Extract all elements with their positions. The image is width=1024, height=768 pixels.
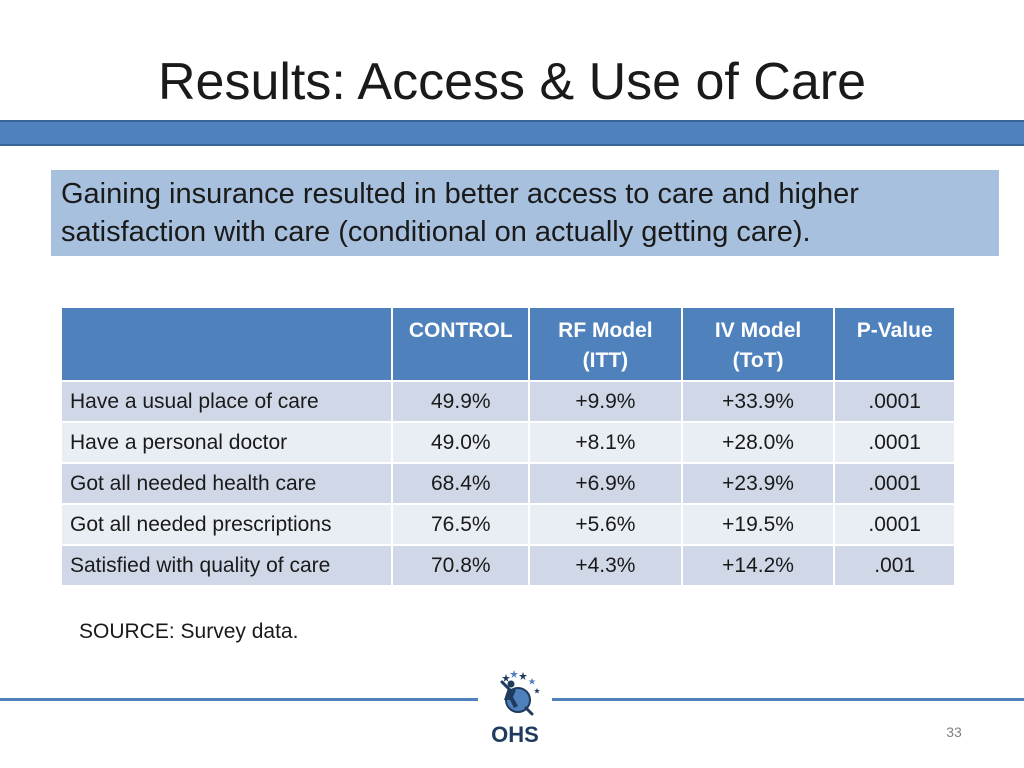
p-value: .0001 — [835, 423, 954, 462]
header-iv-model-line1: IV Model — [714, 319, 802, 342]
iv-model-value: +33.9% — [682, 382, 834, 421]
footer-rule-right — [552, 698, 1024, 701]
control-value: 70.8% — [393, 546, 529, 585]
p-value: .0001 — [835, 464, 954, 503]
ohs-logo-icon: OHS — [480, 666, 550, 747]
header-iv-model: IV Model (ToT) — [682, 308, 834, 380]
row-label: Got all needed prescriptions — [62, 505, 392, 544]
table-header-row: CONTROL RF Model (ITT) IV Model (ToT) P-… — [62, 308, 954, 380]
rf-model-value: +6.9% — [530, 464, 681, 503]
iv-model-value: +19.5% — [682, 505, 834, 544]
p-value: .0001 — [835, 382, 954, 421]
slide-title: Results: Access & Use of Care — [157, 53, 867, 111]
rf-model-value: +9.9% — [530, 382, 681, 421]
table-row: Have a usual place of care 49.9% +9.9% +… — [62, 382, 954, 421]
page-number: 33 — [946, 724, 962, 740]
header-rf-model-line1: RF Model — [558, 319, 653, 342]
p-value: .001 — [835, 546, 954, 585]
table-row: Got all needed prescriptions 76.5% +5.6%… — [62, 505, 954, 544]
row-label: Satisfied with quality of care — [62, 546, 392, 585]
rf-model-value: +5.6% — [530, 505, 681, 544]
source-note: SOURCE: Survey data. — [79, 620, 299, 643]
header-control: CONTROL — [393, 308, 529, 380]
title-underline-bar — [0, 120, 1024, 146]
control-value: 49.9% — [393, 382, 529, 421]
control-value: 76.5% — [393, 505, 529, 544]
iv-model-value: +14.2% — [682, 546, 834, 585]
header-rf-model: RF Model (ITT) — [530, 308, 681, 380]
iv-model-value: +23.9% — [682, 464, 834, 503]
row-label: Got all needed health care — [62, 464, 392, 503]
results-table: CONTROL RF Model (ITT) IV Model (ToT) P-… — [60, 306, 956, 587]
control-value: 68.4% — [393, 464, 529, 503]
header-rf-model-line2: (ITT) — [582, 349, 629, 372]
svg-text:OHS: OHS — [491, 722, 539, 746]
header-blank-cell — [62, 308, 392, 380]
header-iv-model-line2: (ToT) — [732, 349, 784, 372]
footer-rule-left — [0, 698, 478, 701]
table-row: Got all needed health care 68.4% +6.9% +… — [62, 464, 954, 503]
table-row: Satisfied with quality of care 70.8% +4.… — [62, 546, 954, 585]
key-finding-callout: Gaining insurance resulted in better acc… — [51, 170, 999, 256]
control-value: 49.0% — [393, 423, 529, 462]
iv-model-value: +28.0% — [682, 423, 834, 462]
rf-model-value: +8.1% — [530, 423, 681, 462]
row-label: Have a personal doctor — [62, 423, 392, 462]
row-label: Have a usual place of care — [62, 382, 392, 421]
header-p-value: P-Value — [835, 308, 954, 380]
rf-model-value: +4.3% — [530, 546, 681, 585]
p-value: .0001 — [835, 505, 954, 544]
table-row: Have a personal doctor 49.0% +8.1% +28.0… — [62, 423, 954, 462]
